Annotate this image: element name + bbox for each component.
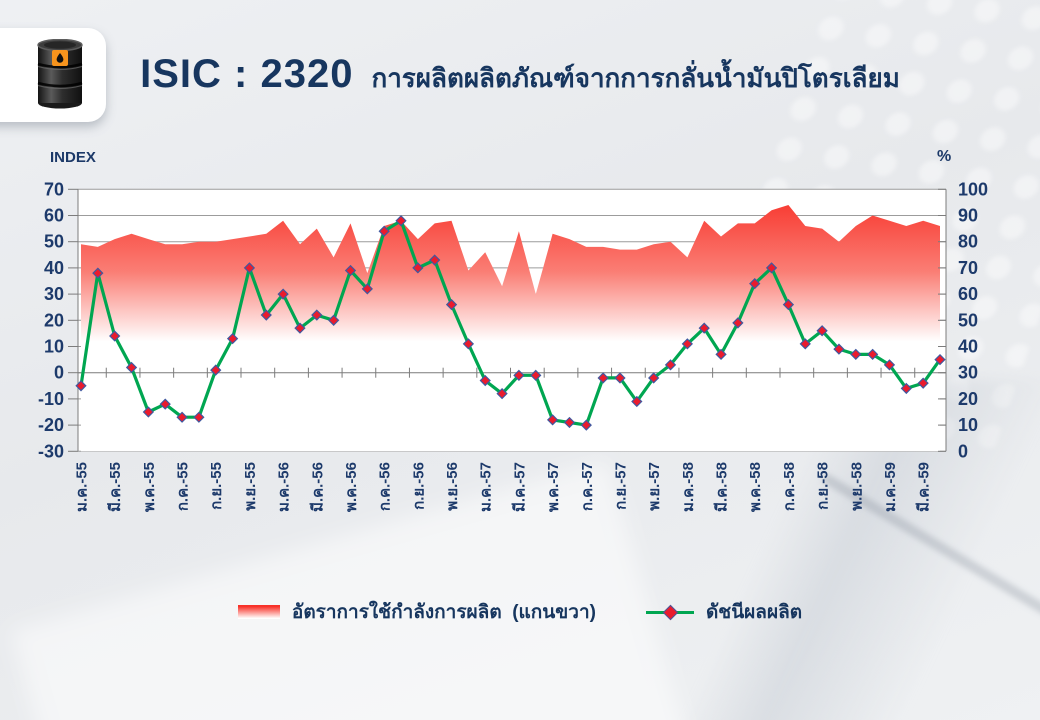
capacity-utilization-area [81, 205, 940, 452]
svg-text:ม.ค.-58: ม.ค.-58 [680, 462, 697, 512]
svg-text:ก.ค.-55: ก.ค.-55 [175, 462, 192, 511]
svg-text:-30: -30 [38, 441, 64, 461]
svg-text:ม.ค.-57: ม.ค.-57 [478, 462, 495, 512]
svg-text:0: 0 [958, 441, 968, 461]
svg-text:พ.ค.-57: พ.ค.-57 [545, 462, 562, 512]
production-index-markers [75, 215, 946, 431]
chart-plot: 706050403020100-10-20-301009080706050403… [38, 179, 988, 512]
page-title: ISIC : 2320 การผลิตผลิตภัณฑ์จากการกลั่นน… [0, 52, 1040, 99]
value-axes [68, 188, 947, 452]
production-index-line [79, 219, 942, 427]
svg-text:60: 60 [44, 206, 64, 226]
svg-text:พ.ย.-57: พ.ย.-57 [646, 462, 663, 511]
svg-text:ก.ย.-57: ก.ย.-57 [612, 462, 629, 510]
svg-text:มี.ค.-56: มี.ค.-56 [309, 462, 326, 512]
svg-text:มี.ค.-58: มี.ค.-58 [714, 462, 731, 512]
svg-text:ก.ค.-58: ก.ค.-58 [781, 462, 798, 511]
svg-text:พ.ค.-55: พ.ค.-55 [141, 462, 158, 512]
right-axis-title: % [937, 148, 952, 165]
svg-text:ม.ค.-59: ม.ค.-59 [882, 462, 899, 512]
x-axis-labels: ม.ค.-55 มี.ค.-55 พ.ค.-55 ก.ค.-55 ก.ย.-55 พ.ย.… [74, 462, 933, 512]
svg-text:พ.ค.-56: พ.ค.-56 [343, 462, 360, 512]
svg-text:มี.ค.-57: มี.ค.-57 [511, 462, 528, 512]
chart-legend: อัตราการใช้กำลังการผลิต (แกนขวา) ดัชนีผล… [0, 597, 1040, 627]
svg-text:40: 40 [44, 258, 64, 278]
zero-axis [78, 367, 946, 378]
svg-text:0: 0 [54, 363, 64, 383]
svg-text:ม.ค.-56: ม.ค.-56 [276, 462, 293, 512]
left-axis-title: INDEX [50, 149, 96, 166]
svg-text:พ.ย.-55: พ.ย.-55 [242, 462, 259, 511]
svg-text:50: 50 [958, 310, 978, 330]
svg-text:ก.ย.-58: ก.ย.-58 [815, 462, 832, 510]
oil-barrel-icon [37, 39, 83, 109]
svg-text:ม.ค.-55: ม.ค.-55 [74, 462, 91, 512]
svg-text:20: 20 [44, 310, 64, 330]
svg-text:พ.ย.-58: พ.ย.-58 [848, 462, 865, 511]
legend-area-swatch [237, 605, 280, 619]
svg-text:80: 80 [958, 232, 978, 252]
legend-line-marker [645, 604, 694, 621]
svg-text:20: 20 [958, 389, 978, 409]
svg-text:70: 70 [44, 179, 64, 199]
svg-text:ก.ค.-56: ก.ค.-56 [377, 462, 394, 511]
svg-text:30: 30 [958, 363, 978, 383]
svg-text:60: 60 [958, 284, 978, 304]
svg-text:10: 10 [44, 337, 64, 357]
svg-text:มี.ค.-55: มี.ค.-55 [107, 462, 124, 512]
svg-text:50: 50 [44, 232, 64, 252]
svg-text:70: 70 [958, 258, 978, 278]
left-axis-labels: 70 60 50 40 30 20 10 0 -10 -20 -30 [38, 179, 64, 461]
legend-area-label: อัตราการใช้กำลังการผลิต (แกนขวา) [291, 602, 596, 623]
title-thai-text: การผลิตผลิตภัณฑ์จากการกลั่นน้ำมันปิโตรเล… [371, 63, 900, 93]
title-isic-code: ISIC : 2320 [140, 52, 354, 96]
svg-text:30: 30 [44, 284, 64, 304]
svg-text:-20: -20 [38, 415, 64, 435]
svg-text:ก.ค.-57: ก.ค.-57 [579, 462, 596, 511]
svg-text:ก.ย.-55: ก.ย.-55 [208, 462, 225, 510]
svg-text:พ.ค.-58: พ.ค.-58 [747, 462, 764, 512]
svg-text:พ.ย.-56: พ.ย.-56 [444, 462, 461, 511]
svg-text:ก.ย.-56: ก.ย.-56 [410, 462, 427, 510]
legend-line-label: ดัชนีผลผลิต [705, 602, 803, 623]
svg-text:90: 90 [958, 206, 978, 226]
oil-barrel-card [0, 28, 106, 122]
svg-text:มี.ค.-59: มี.ค.-59 [916, 462, 933, 512]
svg-text:100: 100 [958, 179, 988, 199]
svg-text:40: 40 [958, 337, 978, 357]
svg-text:10: 10 [958, 415, 978, 435]
chart: INDEX % 70 60 50 40 30 20 10 0 -10 -20 -30 100 90 80 7… [0, 140, 1040, 560]
legend-diamond-icon [662, 604, 679, 621]
svg-text:-10: -10 [38, 389, 64, 409]
